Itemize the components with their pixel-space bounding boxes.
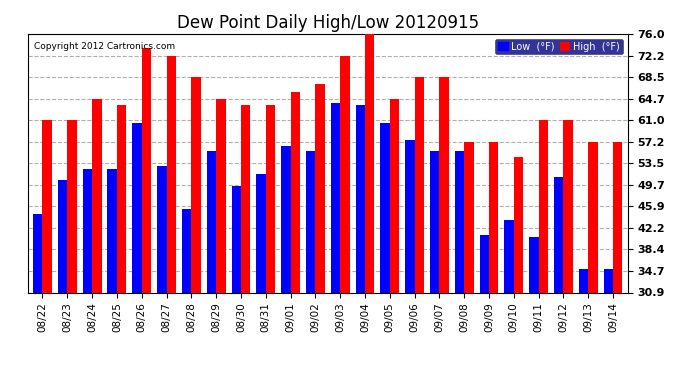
Bar (529, 237, 539, 292)
Legend: Low  (°F), High  (°F): Low (°F), High (°F) (495, 39, 623, 54)
Bar (290, 92, 300, 292)
Bar (588, 142, 598, 292)
Bar (306, 152, 315, 292)
Bar (455, 152, 464, 292)
Bar (241, 105, 250, 292)
Bar (92, 99, 101, 292)
Bar (83, 169, 92, 292)
Bar (157, 166, 166, 292)
Bar (430, 152, 440, 292)
Bar (405, 140, 415, 292)
Bar (191, 77, 201, 292)
Bar (141, 48, 151, 292)
Bar (365, 34, 375, 292)
Bar (33, 214, 43, 292)
Bar (331, 103, 340, 292)
Bar (207, 152, 216, 292)
Bar (216, 99, 226, 292)
Bar (68, 120, 77, 292)
Bar (514, 157, 523, 292)
Bar (604, 269, 613, 292)
Bar (315, 84, 325, 292)
Bar (166, 56, 176, 292)
Bar (390, 99, 400, 292)
Bar (440, 77, 449, 292)
Text: Copyright 2012 Cartronics.com: Copyright 2012 Cartronics.com (34, 42, 175, 51)
Bar (340, 56, 350, 292)
Bar (232, 186, 241, 292)
Title: Dew Point Daily High/Low 20120915: Dew Point Daily High/Low 20120915 (177, 14, 479, 32)
Bar (256, 174, 266, 292)
Bar (539, 120, 548, 292)
Bar (117, 105, 126, 292)
Bar (579, 269, 588, 292)
Bar (380, 123, 390, 292)
Bar (489, 142, 498, 292)
Bar (504, 220, 514, 292)
Bar (108, 169, 117, 292)
Bar (613, 142, 622, 292)
Bar (564, 120, 573, 292)
Bar (43, 120, 52, 292)
Bar (415, 77, 424, 292)
Bar (480, 234, 489, 292)
Bar (266, 105, 275, 292)
Bar (554, 177, 564, 292)
Bar (464, 142, 473, 292)
Bar (58, 180, 68, 292)
Bar (182, 209, 191, 292)
Bar (132, 123, 141, 292)
Bar (281, 146, 290, 292)
Bar (355, 105, 365, 292)
